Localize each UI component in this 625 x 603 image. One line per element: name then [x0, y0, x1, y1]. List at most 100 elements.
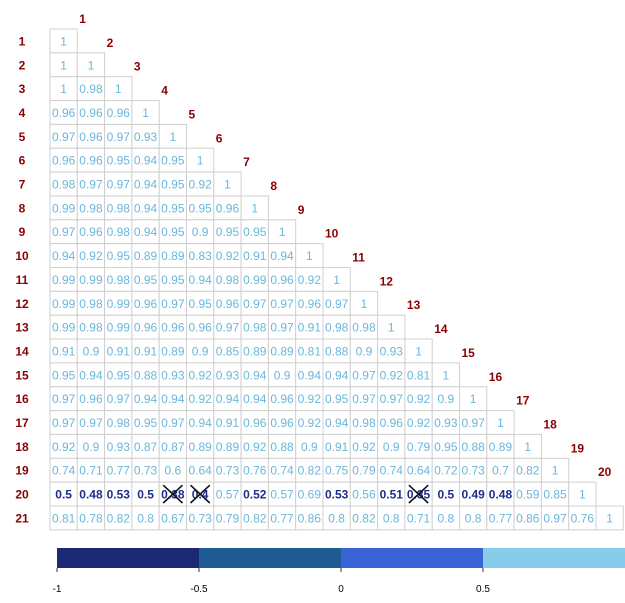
scale-tick-label: 0	[338, 584, 344, 595]
cell-value: 0.98	[107, 225, 131, 239]
cell-value: 0.96	[216, 201, 240, 215]
cell-value: 0.98	[243, 321, 267, 335]
cell-value: 1	[115, 82, 122, 96]
cell-value: 0.57	[216, 488, 240, 502]
cell-value: 0.97	[161, 416, 185, 430]
cell-value: 0.97	[79, 416, 103, 430]
color-scale-ticks: -1 -0.5 0 0.5	[53, 568, 490, 595]
cell-value: 0.97	[543, 511, 567, 525]
cell-value: 0.97	[243, 297, 267, 311]
cell-value: 1	[306, 249, 313, 263]
cell-value: 0.91	[298, 321, 322, 335]
cell-value: 0.88	[325, 344, 349, 358]
cell-value: 0.95	[161, 201, 185, 215]
cell-value: 0.95	[161, 154, 185, 168]
cell-value: 0.88	[270, 440, 294, 454]
cell-value: 1	[251, 201, 258, 215]
cell-value: 0.93	[134, 130, 158, 144]
cell-value: 0.85	[216, 344, 240, 358]
cell-value: 0.96	[270, 416, 294, 430]
row-label: 18	[15, 440, 29, 454]
cell-value: 0.88	[134, 368, 158, 382]
cell-value: 0.92	[298, 273, 322, 287]
cell-value: 0.92	[298, 392, 322, 406]
cell-value: 0.89	[216, 440, 240, 454]
column-label: 5	[189, 107, 196, 121]
cell-value: 0.91	[52, 344, 76, 358]
cell-value: 1	[60, 34, 67, 48]
cell-value: 0.89	[188, 440, 212, 454]
cell-value: 0.92	[188, 178, 212, 192]
cell-value: 0.89	[243, 344, 267, 358]
cell-value: 0.73	[461, 464, 485, 478]
scale-tick-label: 0.5	[476, 584, 490, 595]
cell-value: 0.79	[216, 511, 240, 525]
row-label: 19	[15, 464, 29, 478]
cell-value: 0.59	[516, 488, 540, 502]
cell-value: 0.98	[107, 416, 131, 430]
cell-value: 0.71	[407, 511, 431, 525]
cell-value: 0.96	[298, 297, 322, 311]
cell-value: 0.97	[79, 178, 103, 192]
cell-value: 0.98	[79, 321, 103, 335]
cell-value: 0.93	[434, 416, 458, 430]
cell-value: 0.86	[516, 511, 540, 525]
cell-value: 1	[170, 130, 177, 144]
cell-value: 0.98	[325, 321, 349, 335]
cell-value: 0.73	[188, 511, 212, 525]
column-label: 11	[352, 251, 365, 265]
color-scale-band	[199, 548, 341, 568]
cell-value: 0.94	[134, 201, 158, 215]
cell-value: 1	[279, 225, 286, 239]
cell-value: 0.74	[380, 464, 404, 478]
cell-value: 1	[606, 511, 613, 525]
cell-value: 0.48	[489, 488, 513, 502]
cell-value: 0.96	[79, 154, 103, 168]
cell-value: 0.97	[52, 225, 76, 239]
cell-value: 0.95	[161, 225, 185, 239]
cross-marks	[162, 484, 429, 504]
cell-value: 1	[524, 440, 531, 454]
column-label: 20	[598, 465, 612, 479]
row-label: 12	[15, 297, 29, 311]
cell-value: 1	[60, 82, 67, 96]
cell-value: 1	[388, 321, 395, 335]
column-label: 12	[380, 274, 394, 288]
row-label: 20	[15, 488, 29, 502]
cell-value: 0.95	[434, 440, 458, 454]
cell-value: 0.82	[243, 511, 267, 525]
cell-value: 0.99	[52, 297, 76, 311]
cell-value: 0.7	[492, 464, 509, 478]
cell-value: 0.96	[243, 416, 267, 430]
cell-value: 1	[497, 416, 504, 430]
cell-value: 0.98	[79, 82, 103, 96]
cell-value: 0.9	[356, 344, 373, 358]
cell-value: 0.94	[161, 392, 185, 406]
cell-value: 0.94	[270, 249, 294, 263]
cell-value: 0.97	[107, 130, 131, 144]
cell-value: 0.94	[134, 225, 158, 239]
cell-value: 0.97	[52, 130, 76, 144]
cell-value: 0.95	[107, 249, 131, 263]
cell-value: 0.97	[380, 392, 404, 406]
cell-value: 0.98	[107, 201, 131, 215]
cell-value: 0.94	[134, 154, 158, 168]
column-label: 7	[243, 155, 250, 169]
cell-value: 0.96	[79, 225, 103, 239]
cell-value: 0.99	[107, 297, 131, 311]
row-label: 1	[19, 34, 26, 48]
cell-value: 0.78	[79, 511, 103, 525]
cell-value: 0.92	[243, 440, 267, 454]
scale-tick-label: -1	[53, 584, 62, 595]
cell-value: 0.96	[107, 106, 131, 120]
cell-value: 0.8	[465, 511, 482, 525]
cell-value: 0.99	[107, 321, 131, 335]
matrix-cell	[595, 505, 624, 531]
cell-value: 0.76	[243, 464, 267, 478]
cell-value: 1	[224, 178, 231, 192]
cell-value: 0.52	[243, 488, 267, 502]
cell-value: 0.98	[79, 297, 103, 311]
cell-value: 0.96	[161, 321, 185, 335]
cell-value: 0.73	[216, 464, 240, 478]
